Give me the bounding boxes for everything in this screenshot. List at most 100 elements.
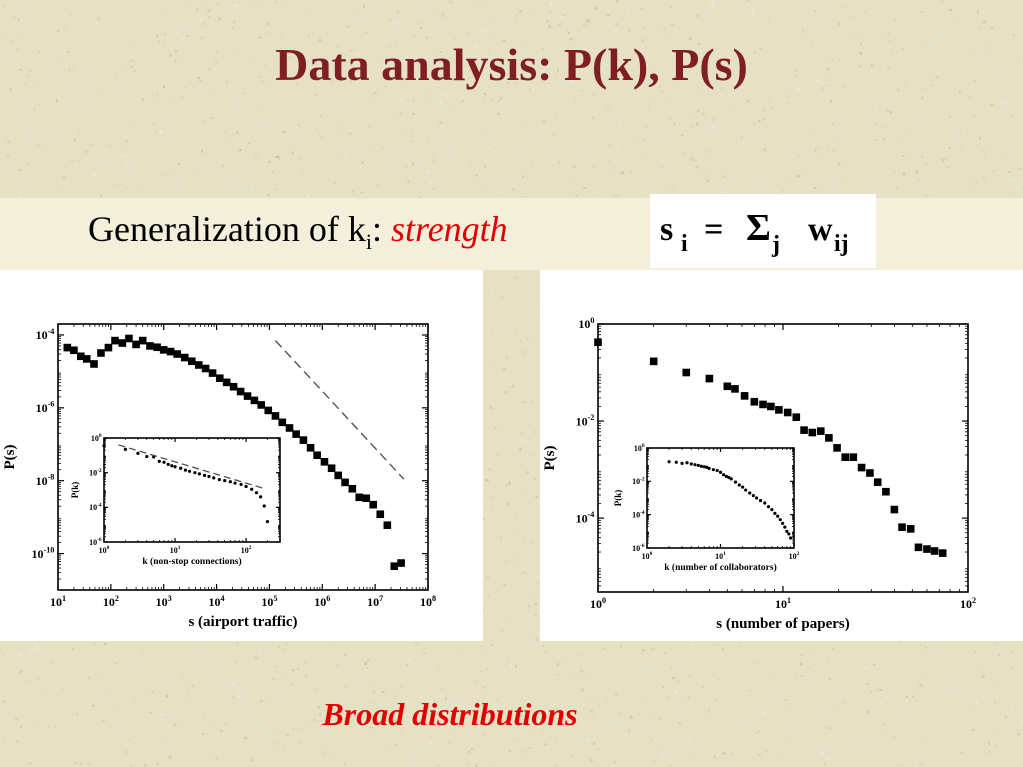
texture-speck xyxy=(141,649,143,653)
texture-speck xyxy=(795,70,798,73)
inset-point xyxy=(250,487,254,491)
texture-speck xyxy=(531,87,534,91)
texture-speck xyxy=(103,162,105,165)
texture-speck xyxy=(739,641,741,644)
texture-speck xyxy=(872,751,875,754)
texture-speck xyxy=(125,187,128,189)
texture-speck xyxy=(513,276,517,279)
inset-point xyxy=(262,504,266,508)
texture-speck xyxy=(8,140,11,143)
texture-speck xyxy=(966,130,969,133)
texture-speck xyxy=(870,64,874,67)
data-point xyxy=(938,549,947,557)
inset-point xyxy=(693,463,697,467)
texture-speck xyxy=(348,655,349,657)
texture-speck xyxy=(695,166,698,169)
texture-speck xyxy=(558,161,560,164)
texture-speck xyxy=(424,703,427,705)
texture-speck xyxy=(430,181,433,184)
texture-speck xyxy=(643,138,645,142)
texture-speck xyxy=(505,390,509,394)
texture-speck xyxy=(432,13,435,15)
texture-speck xyxy=(808,128,811,131)
texture-speck xyxy=(821,680,823,682)
texture-speck xyxy=(524,196,527,199)
texture-speck xyxy=(161,174,163,176)
texture-speck xyxy=(6,37,9,40)
texture-speck xyxy=(210,117,213,120)
texture-speck xyxy=(483,30,487,33)
data-point xyxy=(348,484,357,493)
texture-speck xyxy=(793,4,795,6)
texture-speck xyxy=(341,131,344,134)
texture-speck xyxy=(542,121,545,123)
data-point xyxy=(594,338,602,347)
texture-speck xyxy=(298,157,302,160)
texture-speck xyxy=(169,54,172,57)
texture-speck xyxy=(1010,707,1013,710)
texture-speck xyxy=(404,86,406,87)
texture-speck xyxy=(57,30,60,33)
texture-speck xyxy=(315,61,317,65)
texture-speck xyxy=(487,52,490,55)
texture-speck xyxy=(523,350,527,354)
texture-speck xyxy=(342,125,345,127)
texture-speck xyxy=(979,62,982,64)
texture-speck xyxy=(826,146,828,149)
texture-speck xyxy=(673,188,675,190)
texture-speck xyxy=(451,105,454,107)
texture-speck xyxy=(20,109,22,113)
texture-speck xyxy=(921,87,924,90)
texture-speck xyxy=(326,95,329,98)
texture-speck xyxy=(815,8,819,11)
texture-speck xyxy=(267,22,270,26)
texture-speck xyxy=(232,683,235,687)
texture-speck xyxy=(15,718,18,721)
texture-speck xyxy=(627,72,630,74)
texture-speck xyxy=(717,678,721,680)
texture-speck xyxy=(479,177,481,180)
texture-speck xyxy=(989,49,991,52)
texture-speck xyxy=(301,642,303,645)
texture-speck xyxy=(674,691,678,694)
texture-speck xyxy=(438,668,440,671)
texture-speck xyxy=(130,763,133,767)
texture-speck xyxy=(608,723,611,725)
texture-speck xyxy=(277,155,280,158)
texture-speck xyxy=(238,149,242,152)
texture-speck xyxy=(833,709,835,711)
texture-speck xyxy=(995,745,998,748)
texture-speck xyxy=(291,151,294,155)
texture-speck xyxy=(512,187,514,191)
texture-speck xyxy=(583,23,586,26)
texture-speck xyxy=(801,654,803,657)
texture-speck xyxy=(667,696,670,698)
texture-speck xyxy=(533,477,536,480)
texture-speck xyxy=(190,689,193,691)
texture-speck xyxy=(268,161,271,163)
texture-speck xyxy=(546,20,549,23)
formula-svg: s i = Σ j w ij xyxy=(660,207,849,258)
texture-speck xyxy=(687,737,691,739)
inset-point xyxy=(763,501,767,505)
texture-speck xyxy=(993,170,995,172)
texture-speck xyxy=(896,135,899,138)
texture-speck xyxy=(68,68,71,71)
texture-speck xyxy=(498,102,500,105)
texture-speck xyxy=(307,33,310,37)
data-point xyxy=(682,368,691,377)
texture-speck xyxy=(201,149,204,153)
data-point xyxy=(334,471,342,480)
texture-speck xyxy=(181,55,183,59)
texture-speck xyxy=(91,705,94,707)
texture-speck xyxy=(156,93,158,97)
texture-speck xyxy=(557,69,559,72)
texture-speck xyxy=(817,146,820,148)
texture-speck xyxy=(702,113,705,116)
texture-speck xyxy=(984,19,987,22)
texture-speck xyxy=(540,131,543,133)
texture-speck xyxy=(866,711,870,714)
texture-speck xyxy=(491,762,493,765)
inset-point xyxy=(721,473,726,477)
texture-speck xyxy=(206,24,208,27)
